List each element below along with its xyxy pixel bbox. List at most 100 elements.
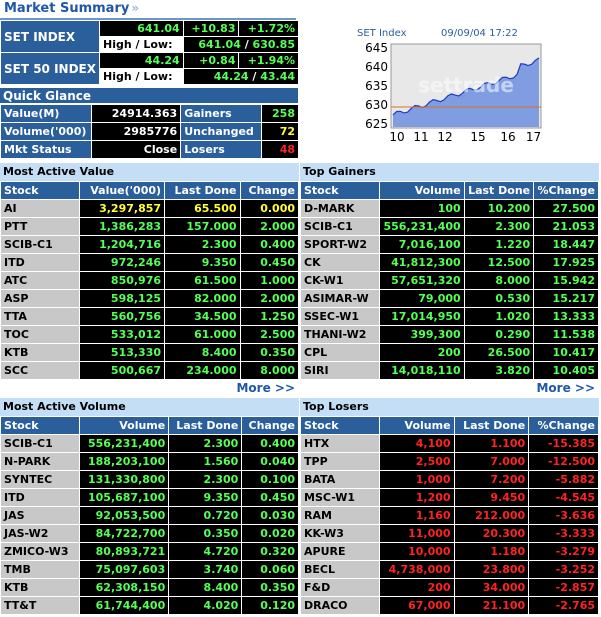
- stock-symbol[interactable]: TOC: [1, 326, 79, 343]
- table-row[interactable]: RAM 1,160 212.000 -3.636: [301, 507, 598, 524]
- stock-symbol[interactable]: SYNTEC: [1, 471, 79, 488]
- table-row[interactable]: D-MARK 100 10.200 27.500: [301, 200, 598, 217]
- table-row[interactable]: ASIMAR-W 79,000 0.530 15.217: [301, 290, 598, 307]
- chevron-right-icon[interactable]: »: [131, 1, 140, 15]
- most-active-value-more-link[interactable]: More >>: [236, 381, 295, 395]
- table-row[interactable]: ASP 598,125 82.000 2.000: [1, 290, 298, 307]
- column-header[interactable]: Last Done: [464, 182, 534, 199]
- top-gainers-more-link[interactable]: More >>: [536, 381, 595, 395]
- stock-symbol[interactable]: SIRI: [301, 362, 379, 379]
- table-row[interactable]: ATC 850,976 61.500 1.000: [1, 272, 298, 289]
- stock-symbol[interactable]: KTB: [1, 344, 79, 361]
- stock-symbol[interactable]: ATC: [1, 272, 79, 289]
- stock-symbol[interactable]: APURE: [301, 543, 379, 560]
- table-row[interactable]: SCIB-C1 1,204,716 2.300 0.400: [1, 236, 298, 253]
- column-header[interactable]: Last Done: [454, 417, 529, 434]
- table-row[interactable]: ITD 972,246 9.350 0.450: [1, 254, 298, 271]
- table-row[interactable]: SPORT-W2 7,016,100 1.220 18.447: [301, 236, 598, 253]
- stock-symbol[interactable]: F&D: [301, 579, 379, 596]
- table-row[interactable]: JAS 92,053,500 0.720 0.030: [1, 507, 298, 524]
- table-row[interactable]: HTX 4,100 1.100 -15.385: [301, 435, 598, 452]
- table-row[interactable]: THANI-W2 399,300 0.290 11.538: [301, 326, 598, 343]
- stock-symbol[interactable]: JAS-W2: [1, 525, 79, 542]
- table-row[interactable]: AI 3,297,857 65.500 0.000: [1, 200, 298, 217]
- stock-symbol[interactable]: SSEC-W1: [301, 308, 379, 325]
- stock-symbol[interactable]: BECL: [301, 561, 379, 578]
- stock-symbol[interactable]: JAS: [1, 507, 79, 524]
- stock-symbol[interactable]: THANI-W2: [301, 326, 379, 343]
- table-row[interactable]: SCC 500,667 234.000 8.000: [1, 362, 298, 379]
- table-row[interactable]: KTB 513,330 8.400 0.350: [1, 344, 298, 361]
- column-header[interactable]: Stock: [301, 417, 379, 434]
- stock-symbol[interactable]: SPORT-W2: [301, 236, 379, 253]
- column-header[interactable]: Last Done: [165, 182, 240, 199]
- table-row[interactable]: TT&T 61,744,400 4.020 0.120: [1, 597, 298, 614]
- stock-symbol[interactable]: MSC-W1: [301, 489, 379, 506]
- table-row[interactable]: SCIB-C1 556,231,400 2.300 0.400: [1, 435, 298, 452]
- table-row[interactable]: TPP 2,500 7.000 -12.500: [301, 453, 598, 470]
- table-row[interactable]: SCIB-C1 556,231,400 2.300 21.053: [301, 218, 598, 235]
- table-row[interactable]: TMB 75,097,603 3.740 0.060: [1, 561, 298, 578]
- table-row[interactable]: BECL 4,738,000 23.800 -3.252: [301, 561, 598, 578]
- stock-symbol[interactable]: AI: [1, 200, 79, 217]
- table-row[interactable]: PTT 1,386,283 157.000 2.000: [1, 218, 298, 235]
- table-row[interactable]: CPL 200 26.500 10.417: [301, 344, 598, 361]
- stock-symbol[interactable]: KTB: [1, 579, 79, 596]
- stock-symbol[interactable]: TTA: [1, 308, 79, 325]
- table-row[interactable]: JAS-W2 84,722,700 0.350 0.020: [1, 525, 298, 542]
- stock-symbol[interactable]: TMB: [1, 561, 79, 578]
- column-header[interactable]: Last Done: [169, 417, 242, 434]
- stock-symbol[interactable]: RAM: [301, 507, 379, 524]
- column-header[interactable]: Volume: [380, 182, 464, 199]
- table-row[interactable]: TOC 533,012 61.000 2.500: [1, 326, 298, 343]
- stock-symbol[interactable]: ASP: [1, 290, 79, 307]
- table-row[interactable]: F&D 200 34.000 -2.857: [301, 579, 598, 596]
- column-header[interactable]: Change: [240, 182, 298, 199]
- table-row[interactable]: KTB 62,308,150 8.400 0.350: [1, 579, 298, 596]
- stock-symbol[interactable]: ZMICO-W3: [1, 543, 79, 560]
- stock-symbol[interactable]: PTT: [1, 218, 79, 235]
- table-row[interactable]: DRACO 67,000 21.100 -2.765: [301, 597, 598, 614]
- stock-symbol[interactable]: HTX: [301, 435, 379, 452]
- column-header[interactable]: Stock: [1, 182, 79, 199]
- set-index-mini-chart[interactable]: SET Index 09/09/04 17:22 645 640 635 630 625…: [355, 26, 545, 144]
- column-header[interactable]: Volume: [380, 417, 454, 434]
- table-row[interactable]: TTA 560,756 34.500 1.250: [1, 308, 298, 325]
- stock-symbol[interactable]: SCIB-C1: [1, 236, 79, 253]
- table-row[interactable]: ITD 105,687,100 9.350 0.450: [1, 489, 298, 506]
- stock-symbol[interactable]: N-PARK: [1, 453, 79, 470]
- table-row[interactable]: SYNTEC 131,330,800 2.300 0.100: [1, 471, 298, 488]
- stock-symbol[interactable]: SCC: [1, 362, 79, 379]
- table-row[interactable]: ZMICO-W3 80,893,721 4.720 0.320: [1, 543, 298, 560]
- stock-symbol[interactable]: ASIMAR-W: [301, 290, 379, 307]
- column-header[interactable]: Stock: [1, 417, 79, 434]
- table-row[interactable]: SSEC-W1 17,014,950 1.020 13.333: [301, 308, 598, 325]
- stock-symbol[interactable]: CK: [301, 254, 379, 271]
- column-header[interactable]: Volume: [80, 417, 169, 434]
- table-row[interactable]: SIRI 14,018,110 3.820 10.405: [301, 362, 598, 379]
- stock-symbol[interactable]: BATA: [301, 471, 379, 488]
- stock-symbol[interactable]: KK-W3: [301, 525, 379, 542]
- stock-symbol[interactable]: DRACO: [301, 597, 379, 614]
- stock-symbol[interactable]: CPL: [301, 344, 379, 361]
- table-row[interactable]: N-PARK 188,203,100 1.560 0.040: [1, 453, 298, 470]
- table-row[interactable]: APURE 10,000 1.180 -3.279: [301, 543, 598, 560]
- stock-symbol[interactable]: TT&T: [1, 597, 79, 614]
- column-header[interactable]: Change: [242, 417, 298, 434]
- stock-symbol[interactable]: CK-W1: [301, 272, 379, 289]
- column-header[interactable]: Stock: [301, 182, 379, 199]
- stock-symbol[interactable]: ITD: [1, 489, 79, 506]
- table-row[interactable]: BATA 1,000 7.200 -5.882: [301, 471, 598, 488]
- set-index-label[interactable]: SET INDEX: [1, 21, 99, 52]
- stock-symbol[interactable]: SCIB-C1: [1, 435, 79, 452]
- table-row[interactable]: MSC-W1 1,200 9.450 -4.545: [301, 489, 598, 506]
- table-row[interactable]: KK-W3 11,000 20.300 -3.333: [301, 525, 598, 542]
- stock-symbol[interactable]: SCIB-C1: [301, 218, 379, 235]
- column-header[interactable]: %Change: [529, 417, 598, 434]
- set50-index-label[interactable]: SET 50 INDEX: [1, 53, 99, 84]
- stock-symbol[interactable]: ITD: [1, 254, 79, 271]
- stock-symbol[interactable]: D-MARK: [301, 200, 379, 217]
- column-header[interactable]: %Change: [534, 182, 598, 199]
- table-row[interactable]: CK 41,812,300 12.500 17.925: [301, 254, 598, 271]
- table-row[interactable]: CK-W1 57,651,320 8.000 15.942: [301, 272, 598, 289]
